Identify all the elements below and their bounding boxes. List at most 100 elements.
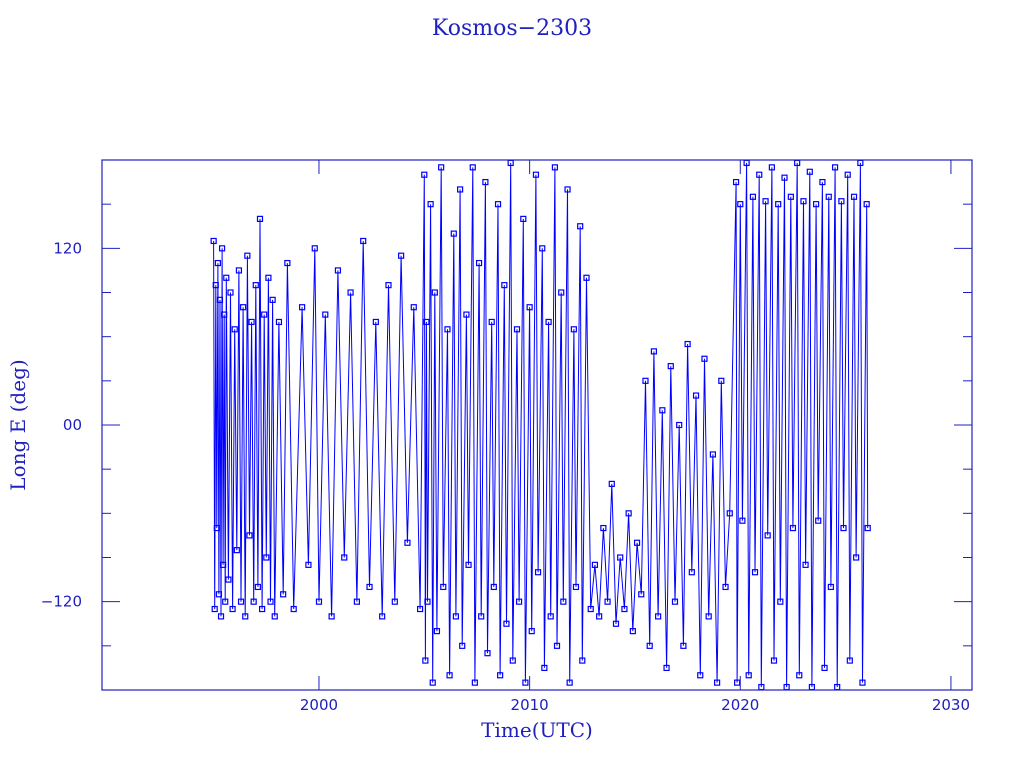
data-point (240, 304, 247, 311)
data-point (229, 605, 236, 613)
data-point (545, 318, 552, 326)
data-point (726, 510, 733, 517)
data-point (494, 201, 502, 208)
data-point (252, 282, 259, 289)
data-point (806, 168, 813, 175)
data-point (775, 201, 782, 208)
data-point (863, 201, 870, 208)
data-point (429, 679, 436, 686)
y-tick-label: 120 (53, 239, 82, 257)
data-point (600, 524, 607, 532)
data-point (513, 326, 521, 333)
data-point (271, 613, 278, 620)
data-point (360, 237, 367, 245)
data-point (572, 583, 580, 591)
data-point (233, 547, 240, 554)
data-point (815, 517, 822, 524)
data-point (469, 164, 476, 171)
data-point (587, 605, 594, 613)
data-point (787, 193, 794, 200)
data-point (244, 252, 251, 259)
data-point (596, 613, 603, 620)
data-point (444, 326, 451, 333)
data-point (231, 326, 238, 333)
data-point (709, 451, 716, 458)
data-point (227, 289, 234, 296)
data-point (235, 267, 243, 274)
data-point (551, 164, 559, 171)
data-point (438, 164, 445, 171)
data-point (655, 613, 662, 620)
data-point (322, 311, 329, 318)
data-point (659, 407, 666, 414)
data-point (328, 613, 335, 620)
data-point (650, 348, 658, 355)
data-point (553, 642, 561, 649)
data-point (284, 259, 291, 267)
data-point (258, 605, 266, 613)
data-point (211, 605, 218, 613)
data-point (583, 274, 590, 281)
data-point (269, 296, 276, 303)
data-point (416, 605, 424, 613)
data-point (638, 591, 645, 598)
data-point (398, 252, 405, 259)
data-point (446, 672, 453, 679)
series-line (213, 162, 869, 688)
data-point (604, 598, 611, 605)
data-point (762, 198, 769, 205)
data-point (218, 245, 226, 252)
data-point (222, 598, 229, 605)
data-point (484, 650, 491, 657)
data-point (501, 282, 508, 289)
data-point (250, 598, 257, 605)
data-point (684, 340, 691, 348)
y-tick-label: 00 (63, 416, 82, 434)
data-point (471, 679, 478, 686)
data-point (566, 679, 573, 686)
x-tick-label: 2020 (721, 696, 759, 714)
data-point (520, 215, 527, 222)
data-point (671, 598, 679, 605)
data-point (214, 259, 221, 267)
data-point (212, 282, 219, 289)
data-point (745, 672, 752, 679)
data-point (534, 569, 542, 576)
data-point (275, 318, 283, 326)
data-point (459, 642, 466, 649)
data-point (749, 193, 757, 200)
data-point (802, 561, 809, 568)
data-point (263, 554, 270, 561)
data-point (482, 178, 489, 186)
data-point (714, 679, 721, 686)
data-point (341, 554, 348, 561)
data-point (221, 311, 228, 318)
data-point (267, 598, 274, 605)
data-point (732, 178, 740, 186)
data-point (261, 311, 268, 318)
data-point (705, 613, 712, 620)
data-point (617, 554, 624, 561)
x-tick-label: 2000 (300, 696, 338, 714)
data-point (821, 664, 828, 672)
x-tick-label: 2010 (511, 696, 549, 714)
data-point (450, 230, 457, 237)
data-point (503, 620, 510, 627)
data-point (840, 524, 847, 532)
data-point (223, 274, 230, 281)
data-point (280, 591, 287, 598)
data-point (663, 664, 670, 672)
data-point (463, 311, 470, 318)
data-point (265, 274, 272, 281)
data-point (751, 569, 759, 576)
data-point (629, 628, 636, 635)
data-point (718, 377, 725, 384)
data-point (701, 355, 708, 362)
data-point (379, 613, 386, 620)
data-point (827, 583, 834, 591)
data-point (225, 576, 232, 583)
data-point (739, 517, 746, 524)
data-point (813, 201, 820, 208)
data-point (210, 237, 217, 245)
data-point (353, 598, 360, 605)
